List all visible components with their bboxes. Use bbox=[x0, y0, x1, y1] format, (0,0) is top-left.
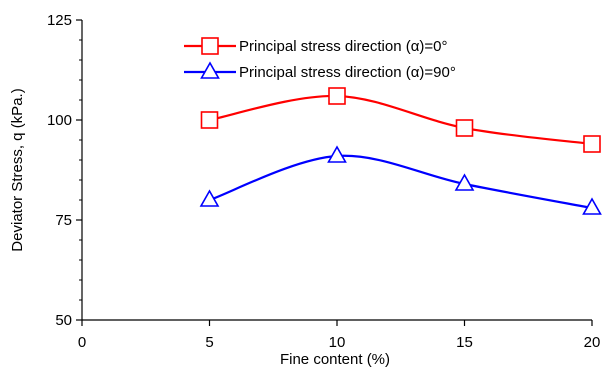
data-point bbox=[199, 189, 220, 207]
data-point bbox=[200, 111, 219, 129]
x-tick-label: 15 bbox=[456, 334, 473, 351]
legend-item: Principal stress direction (α)=90° bbox=[184, 61, 456, 81]
series-2 bbox=[199, 145, 602, 215]
x-tick-label: 20 bbox=[584, 334, 601, 351]
legend-item: Principal stress direction (α)=0° bbox=[184, 37, 448, 55]
legend-marker bbox=[201, 37, 219, 55]
y-axis-title: Deviator Stress, q (kPa.) bbox=[9, 88, 26, 251]
legend-label: Principal stress direction (α)=0° bbox=[239, 38, 448, 55]
legend-marker bbox=[200, 61, 220, 79]
legend: Principal stress direction (α)=0° Princip… bbox=[184, 37, 456, 81]
data-point bbox=[582, 197, 602, 215]
series-1 bbox=[200, 87, 601, 153]
data-point bbox=[328, 87, 346, 105]
x-axis-title: Fine content (%) bbox=[280, 351, 390, 368]
y-tick-label: 50 bbox=[55, 312, 72, 329]
x-tick-label: 10 bbox=[329, 334, 346, 351]
legend-label: Principal stress direction (α)=90° bbox=[239, 64, 456, 81]
x-tick-label: 0 bbox=[78, 334, 86, 351]
y-tick-label: 100 bbox=[47, 112, 72, 129]
series-line bbox=[209, 94, 593, 146]
x-tick-label: 5 bbox=[205, 334, 213, 351]
data-point bbox=[454, 173, 475, 191]
data-point bbox=[583, 135, 601, 153]
series-line bbox=[209, 154, 593, 210]
y-tick-label: 125 bbox=[47, 12, 72, 29]
data-point bbox=[327, 145, 347, 163]
y-tick-label: 75 bbox=[55, 212, 72, 229]
axes: 50 75 100 125 0 5 10 15 20 bbox=[47, 12, 600, 351]
series-layer bbox=[199, 87, 602, 215]
data-point bbox=[455, 119, 474, 137]
